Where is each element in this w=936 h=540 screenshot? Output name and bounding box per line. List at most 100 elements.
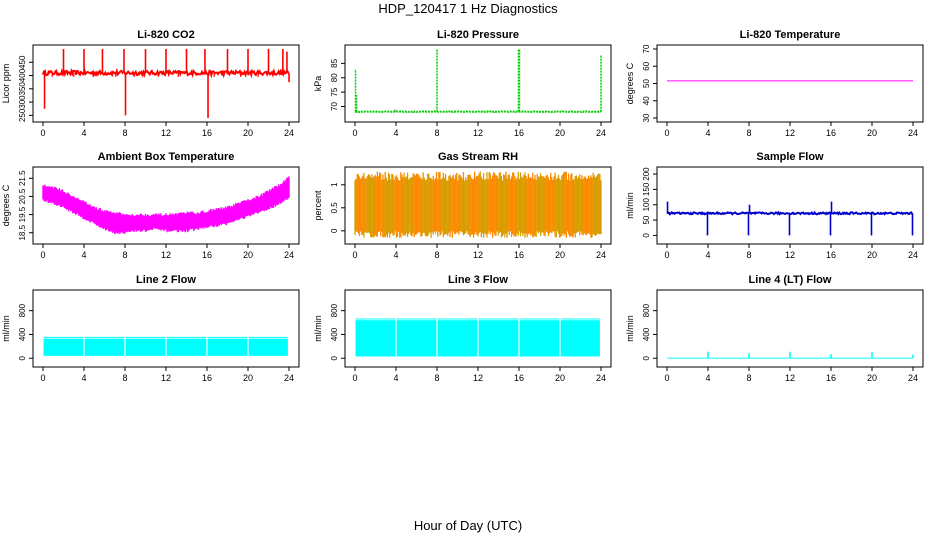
chart-title: Li-820 Temperature: [740, 29, 841, 41]
x-tick-label: 4: [705, 128, 710, 138]
data-series: [354, 49, 602, 114]
x-tick-label: 8: [746, 250, 751, 260]
data-series: [42, 176, 290, 235]
y-tick-label: 70: [642, 44, 651, 53]
x-tick-label: 12: [473, 250, 483, 260]
series-block: [519, 320, 560, 357]
x-tick-label: 8: [122, 373, 127, 383]
x-tick-label: 0: [664, 128, 669, 138]
x-tick-label: 0: [352, 250, 357, 260]
series-block: [478, 320, 519, 357]
x-tick-label: 4: [81, 250, 86, 260]
x-tick-label: 12: [161, 128, 171, 138]
y-axis-label: degrees C: [625, 62, 635, 104]
chart-panel: Line 2 Flow ml/min 0 4 8 12 16 20 24 0 400 800: [1, 274, 300, 383]
y-tick-label: 400: [642, 327, 651, 341]
x-tick-label: 16: [514, 128, 524, 138]
x-tick-label: 16: [826, 250, 836, 260]
x-tick-label: 12: [161, 373, 171, 383]
x-tick-label: 12: [473, 128, 483, 138]
chart-title: Line 3 Flow: [448, 274, 508, 286]
y-tick-label: 100: [642, 198, 651, 212]
x-tick-label: 16: [826, 373, 836, 383]
y-tick-label: 0: [330, 355, 339, 360]
x-tick-label: 24: [908, 373, 918, 383]
x-tick-label: 4: [393, 373, 398, 383]
y-tick-label: 18.5: [18, 224, 27, 240]
y-tick-label: 800: [642, 303, 651, 317]
x-tick-label: 8: [434, 373, 439, 383]
y-tick-label: 75: [330, 87, 339, 96]
chart-title: Li-820 CO2: [137, 29, 194, 41]
y-tick-label: 200: [642, 167, 651, 181]
x-tick-label: 4: [81, 128, 86, 138]
y-tick-label: 800: [18, 303, 27, 317]
chart-title: Gas Stream RH: [438, 151, 518, 163]
x-tick-label: 24: [908, 250, 918, 260]
x-tick-label: 0: [40, 373, 45, 383]
y-tick-label: 40: [642, 96, 651, 105]
chart-panel: Li-820 Pressure kPa 0 4 8 12 16 20 24 70 75 80 85: [313, 29, 612, 138]
x-tick-label: 4: [81, 373, 86, 383]
x-tick-label: 16: [514, 250, 524, 260]
y-tick-label: 450: [18, 55, 27, 69]
plot-frame: [656, 44, 924, 123]
series-line: [354, 110, 602, 114]
y-tick-label: 0.5: [330, 202, 339, 214]
data-series: [43, 336, 288, 356]
series-block: [43, 338, 84, 356]
y-tick-label: 60: [642, 61, 651, 70]
y-axis-label: ml/min: [1, 315, 11, 342]
chart-title: Ambient Box Temperature: [98, 151, 235, 163]
x-tick-label: 24: [284, 250, 294, 260]
x-tick-label: 12: [785, 250, 795, 260]
x-tick-label: 0: [352, 128, 357, 138]
y-tick-label: 800: [330, 303, 339, 317]
y-tick-label: 70: [330, 102, 339, 111]
chart-title: Line 2 Flow: [136, 274, 196, 286]
y-axis-label: ml/min: [625, 192, 635, 219]
y-tick-label: 19.5: [18, 206, 27, 222]
y-tick-label: 250: [18, 108, 27, 122]
x-tick-label: 20: [867, 250, 877, 260]
y-axis-label: ml/min: [625, 315, 635, 342]
x-tick-label: 8: [746, 128, 751, 138]
x-tick-label: 20: [243, 128, 253, 138]
y-tick-label: 400: [18, 68, 27, 82]
y-tick-label: 30: [642, 113, 651, 122]
x-tick-label: 4: [393, 128, 398, 138]
y-axis-label: Licor ppm: [1, 64, 11, 104]
x-tick-label: 0: [664, 373, 669, 383]
data-series: [355, 318, 600, 357]
x-tick-label: 8: [434, 128, 439, 138]
data-series: [666, 201, 914, 236]
y-axis-label: ml/min: [313, 315, 323, 342]
y-tick-label: 20.5: [18, 188, 27, 204]
x-tick-label: 20: [243, 373, 253, 383]
y-tick-label: 350: [18, 82, 27, 96]
y-axis-label: percent: [313, 190, 323, 221]
chart-panel: Li-820 Temperature degrees C 0 4 8 12 16 20 24 30…: [625, 29, 924, 138]
x-tick-label: 24: [908, 128, 918, 138]
chart-panel: Ambient Box Temperature degrees C 0 4 8 12 16 2…: [1, 151, 300, 260]
y-tick-label: 0: [642, 355, 651, 360]
x-tick-label: 8: [746, 373, 751, 383]
x-tick-label: 8: [434, 250, 439, 260]
y-tick-label: 0: [18, 355, 27, 360]
chart-panel: Line 4 (LT) Flow ml/min 0 4 8 12 16 20 24 0 400 800: [625, 274, 924, 383]
series-block: [437, 320, 478, 357]
x-tick-label: 20: [555, 128, 565, 138]
x-tick-label: 20: [555, 250, 565, 260]
x-tick-label: 20: [867, 373, 877, 383]
main-title: HDP_120417 1 Hz Diagnostics: [378, 1, 558, 16]
x-tick-label: 24: [596, 128, 606, 138]
x-tick-label: 16: [202, 128, 212, 138]
x-tick-label: 24: [596, 373, 606, 383]
chart-title: Li-820 Pressure: [437, 29, 519, 41]
y-tick-label: 21.5: [18, 170, 27, 186]
series-block: [396, 320, 437, 357]
x-axis-label: Hour of Day (UTC): [413, 518, 523, 533]
x-tick-label: 4: [705, 250, 710, 260]
x-tick-label: 12: [473, 373, 483, 383]
